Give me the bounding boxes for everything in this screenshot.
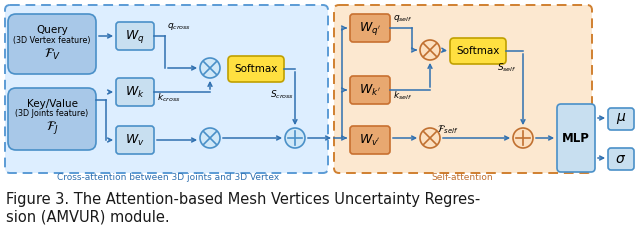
FancyBboxPatch shape bbox=[350, 76, 390, 104]
Text: $S_{cross}$: $S_{cross}$ bbox=[270, 89, 294, 101]
Text: $q_{self}$: $q_{self}$ bbox=[393, 13, 413, 23]
Text: sion (AMVUR) module.: sion (AMVUR) module. bbox=[6, 210, 170, 225]
FancyBboxPatch shape bbox=[116, 22, 154, 50]
Text: $\mathcal{F}_J$: $\mathcal{F}_J$ bbox=[45, 119, 58, 136]
FancyBboxPatch shape bbox=[350, 14, 390, 42]
Circle shape bbox=[285, 128, 305, 148]
Text: $W_v$: $W_v$ bbox=[125, 132, 145, 148]
Circle shape bbox=[200, 58, 220, 78]
Circle shape bbox=[420, 128, 440, 148]
FancyBboxPatch shape bbox=[116, 78, 154, 106]
Text: $\sigma$: $\sigma$ bbox=[616, 152, 627, 166]
Text: $\mathcal{F}_{self}$: $\mathcal{F}_{self}$ bbox=[437, 124, 458, 136]
Circle shape bbox=[420, 40, 440, 60]
Text: $W_{v'}$: $W_{v'}$ bbox=[359, 132, 381, 148]
Text: Self-attention: Self-attention bbox=[431, 174, 493, 182]
Circle shape bbox=[200, 128, 220, 148]
Text: Figure 3. The Attention-based Mesh Vertices Uncertainty Regres-: Figure 3. The Attention-based Mesh Verti… bbox=[6, 192, 480, 207]
Text: Query: Query bbox=[36, 25, 68, 35]
Text: $\mathcal{F}_V$: $\mathcal{F}_V$ bbox=[44, 46, 60, 61]
Text: Softmax: Softmax bbox=[456, 46, 500, 56]
FancyBboxPatch shape bbox=[8, 88, 96, 150]
Text: $k_{cross}$: $k_{cross}$ bbox=[157, 92, 180, 104]
FancyBboxPatch shape bbox=[5, 5, 328, 173]
Text: $S_{self}$: $S_{self}$ bbox=[497, 62, 516, 74]
FancyBboxPatch shape bbox=[450, 38, 506, 64]
Text: $q_{cross}$: $q_{cross}$ bbox=[167, 21, 191, 31]
Text: Key/Value: Key/Value bbox=[26, 99, 77, 109]
Text: $k_{self}$: $k_{self}$ bbox=[393, 90, 412, 102]
FancyBboxPatch shape bbox=[608, 148, 634, 170]
Text: $\mu$: $\mu$ bbox=[616, 112, 626, 127]
FancyBboxPatch shape bbox=[350, 126, 390, 154]
Text: (3D Vertex feature): (3D Vertex feature) bbox=[13, 36, 91, 45]
FancyBboxPatch shape bbox=[8, 14, 96, 74]
FancyBboxPatch shape bbox=[334, 5, 592, 173]
Circle shape bbox=[513, 128, 533, 148]
FancyBboxPatch shape bbox=[557, 104, 595, 172]
Text: Cross-attention between 3D joints and 3D Vertex: Cross-attention between 3D joints and 3D… bbox=[57, 174, 279, 182]
Text: $W_k$: $W_k$ bbox=[125, 84, 145, 99]
Text: (3D Joints feature): (3D Joints feature) bbox=[15, 109, 88, 119]
FancyBboxPatch shape bbox=[608, 108, 634, 130]
Text: $W_q$: $W_q$ bbox=[125, 28, 145, 45]
FancyBboxPatch shape bbox=[228, 56, 284, 82]
Text: $W_{q'}$: $W_{q'}$ bbox=[359, 20, 381, 37]
FancyBboxPatch shape bbox=[116, 126, 154, 154]
Text: Softmax: Softmax bbox=[234, 64, 278, 74]
Text: MLP: MLP bbox=[562, 131, 590, 144]
Text: $W_{k'}$: $W_{k'}$ bbox=[359, 83, 381, 98]
